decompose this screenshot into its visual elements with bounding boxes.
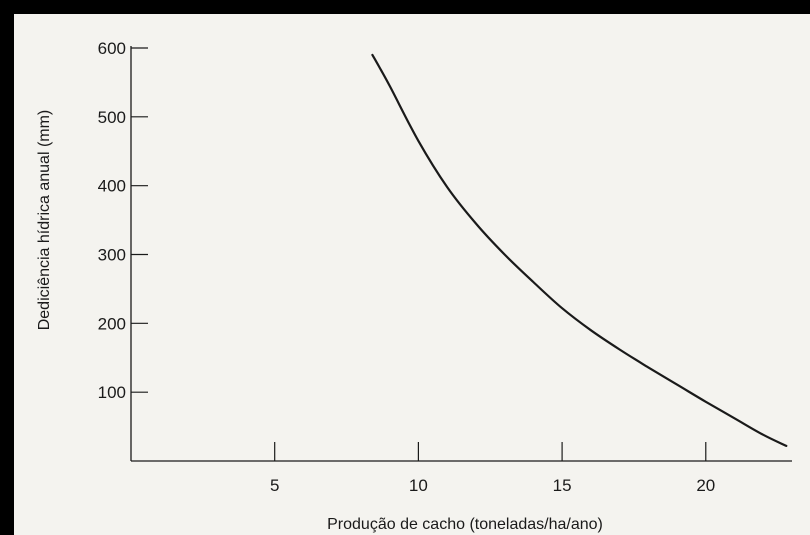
y-tick-label: 400 [98, 177, 126, 196]
y-ticks: 100 200 300 400 500 600 [98, 39, 148, 402]
series-line [371, 53, 788, 447]
x-axis-label: Produção de cacho (toneladas/ha/ano) [327, 516, 603, 533]
chart-frame: 5 10 15 20 100 200 300 400 500 600 Produção de c… [14, 14, 810, 535]
x-tick-label: 10 [409, 476, 428, 495]
y-tick-label: 500 [98, 108, 126, 127]
x-tick-label: 15 [553, 476, 572, 495]
x-tick-label: 20 [696, 476, 715, 495]
y-tick-label: 100 [98, 383, 126, 402]
y-tick-label: 300 [98, 246, 126, 265]
axes [130, 46, 792, 462]
y-axis-label: Dediciência hídrica anual (mm) [36, 110, 53, 331]
y-tick-label: 200 [98, 314, 126, 333]
y-tick-label: 600 [98, 39, 126, 58]
x-ticks: 5 10 15 20 [270, 442, 715, 495]
x-tick-label: 5 [270, 476, 279, 495]
chart: 5 10 15 20 100 200 300 400 500 600 Produção de c… [36, 39, 792, 533]
